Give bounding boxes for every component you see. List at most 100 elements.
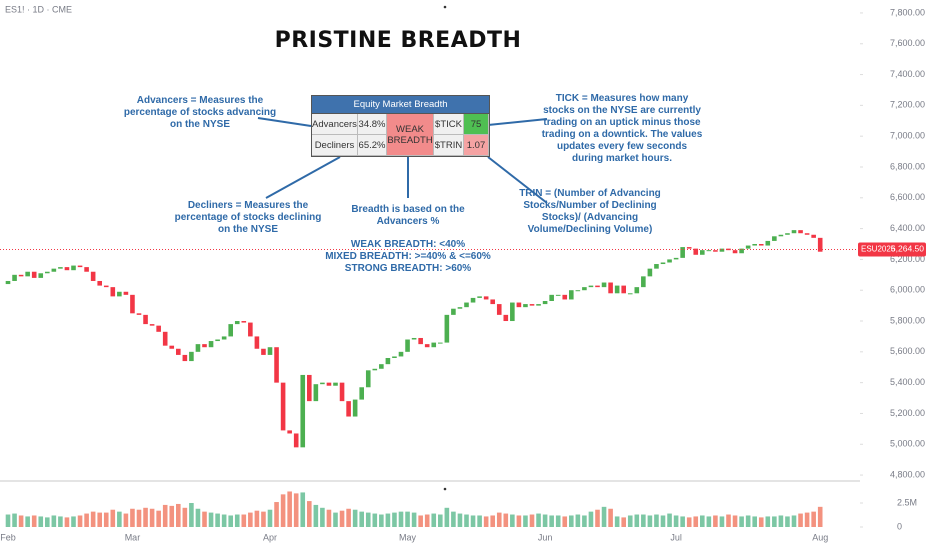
candle-body <box>346 401 351 417</box>
volume-bar <box>811 511 816 527</box>
volume-bar <box>438 514 443 527</box>
symbol-label: ES1! · 1D · CME <box>5 4 72 14</box>
candle-body <box>785 233 790 235</box>
candle-body <box>156 325 161 332</box>
volume-bar <box>444 507 450 527</box>
annotation: Breadth is based on the Advancers % <box>351 204 464 228</box>
y-tick-label: 4,800.00 <box>890 469 925 479</box>
arrow <box>257 117 312 127</box>
volume-bar <box>110 509 116 527</box>
candle-body <box>110 287 116 297</box>
annotation-line: Advancers = Measures the <box>136 95 264 106</box>
volume-bar <box>588 511 594 527</box>
x-tick-label: Jun <box>538 532 553 542</box>
volume-bar <box>280 494 286 527</box>
volume-bar <box>176 503 181 527</box>
volume-bar <box>103 512 109 527</box>
candle-body <box>162 331 168 346</box>
y-tick-label: 7,200.00 <box>890 100 925 110</box>
candle-body <box>595 285 600 288</box>
candle-body <box>64 267 70 271</box>
candle-body <box>477 296 482 298</box>
candle-body <box>444 314 450 343</box>
cell: $TRIN <box>434 135 464 156</box>
last-price-name: ESU2025 <box>861 245 896 254</box>
volume-bar <box>621 517 626 527</box>
volume-bar <box>798 513 803 527</box>
annotation-line: Breadth is based on the <box>351 204 465 215</box>
cell: Decliners <box>312 135 358 156</box>
arrows <box>257 117 548 204</box>
volume-bar <box>346 508 351 527</box>
candle-body <box>5 280 11 285</box>
volume-bar <box>234 514 240 527</box>
annotation-line: Volume/Declining Volume) <box>527 224 653 235</box>
volume-bar <box>778 515 784 527</box>
volume-bar <box>431 513 437 527</box>
annotation-line: Decliners = Measures the <box>187 200 309 211</box>
candle-body <box>411 337 417 340</box>
volume-bar <box>405 511 410 527</box>
candle-body <box>614 285 620 294</box>
x-tick-label: May <box>399 532 417 542</box>
volume-bar <box>451 511 456 527</box>
volume-bar <box>752 516 757 527</box>
volume-bar <box>18 515 24 527</box>
candle-body <box>562 294 568 300</box>
volume-bar <box>307 501 312 527</box>
candle-body <box>575 290 581 292</box>
cell: 75 <box>464 114 489 135</box>
cell: 65.2% <box>358 135 387 156</box>
candle-body <box>254 336 260 349</box>
candle-body <box>647 268 653 277</box>
volume-bar <box>660 515 666 527</box>
volume-bar <box>300 492 306 527</box>
candle-body <box>516 302 522 308</box>
candle-body <box>228 324 233 337</box>
volume-bar <box>667 513 672 527</box>
candle-body <box>103 285 109 288</box>
volume-bar <box>208 512 214 527</box>
volume-bar <box>313 504 319 527</box>
candle-body <box>51 268 57 272</box>
candle-body <box>123 291 129 295</box>
volume-bar <box>117 511 122 527</box>
volume-bar <box>97 512 102 527</box>
cell: 34.8% <box>358 114 387 135</box>
volume-bar <box>693 516 699 527</box>
volume-bar <box>542 514 548 527</box>
candle-body <box>706 250 712 252</box>
volume-bar <box>248 512 253 527</box>
candle-body <box>280 382 286 431</box>
candle-body <box>372 368 378 371</box>
volume-bar <box>647 515 653 527</box>
volume-bar <box>261 511 266 527</box>
candle-body <box>523 304 528 308</box>
candle-body <box>31 271 37 278</box>
candle-body <box>700 250 705 255</box>
candle-body <box>817 237 823 252</box>
annotation-line: TRIN = (Number of Advancing <box>519 188 661 199</box>
volume-bar <box>254 510 260 527</box>
candle-body <box>136 313 142 315</box>
volume-bar <box>804 512 810 527</box>
candle-body <box>352 399 358 417</box>
candle-body <box>149 324 155 326</box>
candle-body <box>405 339 410 352</box>
candle-body <box>398 351 404 357</box>
candle-body <box>77 265 83 268</box>
annotation-line: Advancers % <box>376 216 440 227</box>
annotation-line: STRONG BREADTH: >60% <box>344 263 472 274</box>
candle-body <box>267 347 273 355</box>
cell: Advancers <box>312 114 358 135</box>
volume-bar <box>490 515 495 527</box>
volume-bar <box>582 515 587 527</box>
candle-body <box>182 354 188 362</box>
volume-bar <box>359 511 364 527</box>
candle-body <box>307 374 312 402</box>
candle-body <box>58 267 63 269</box>
volume-bar <box>352 509 358 527</box>
volume-bar <box>700 515 705 527</box>
y-tick-label: 5,200.00 <box>890 408 925 418</box>
volume-bar <box>627 515 633 527</box>
